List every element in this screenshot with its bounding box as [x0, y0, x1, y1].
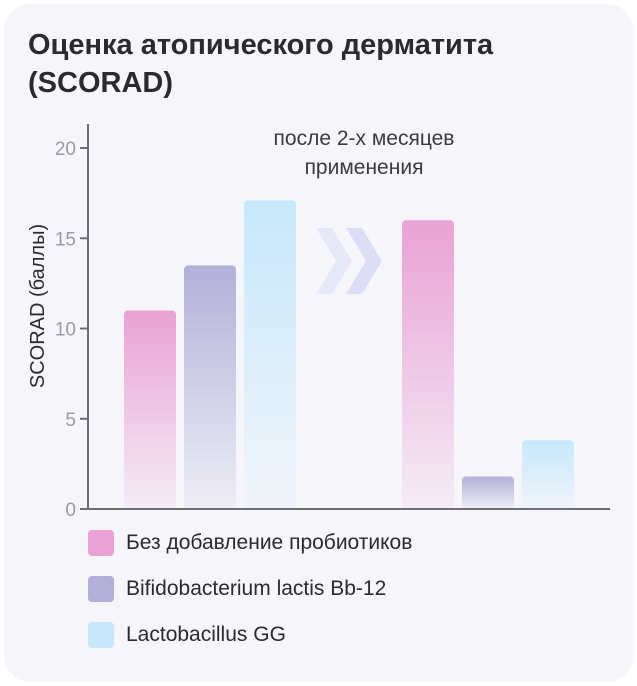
y-axis-label: SCORAD (баллы) [27, 224, 49, 388]
double-chevron-right-icon [316, 228, 382, 294]
legend-swatch [88, 530, 114, 556]
legend-swatch [88, 576, 114, 602]
bar-before-series-1 [124, 310, 176, 509]
chart-title: Оценка атопического дерматита (SCORAD) [28, 29, 494, 99]
y-tick-label: 20 [55, 139, 76, 160]
bar-before-series-2 [184, 265, 236, 509]
annotation-line-1: после 2-х месяцев [274, 127, 455, 150]
chevron-right-icon [346, 228, 382, 294]
bar-after-series-3 [522, 440, 574, 509]
y-tick-label: 0 [65, 500, 76, 521]
bar-after-series-2 [462, 476, 514, 509]
legend-swatch [88, 622, 114, 648]
legend-label: Без добавление пробиотиков [126, 531, 413, 554]
bar-before-series-3 [244, 200, 296, 509]
legend-item: Bifidobacterium lactis Bb-12 [88, 574, 412, 604]
legend-item: Без добавление пробиотиков [88, 528, 412, 558]
annotation-line-2: применения [305, 156, 424, 179]
chart-card [4, 4, 633, 682]
legend-item: Lactobacillus GG [88, 620, 412, 650]
chevron-right-icon [316, 228, 352, 294]
legend: Без добавление пробиотиков Bifidobacteriu… [88, 528, 412, 666]
legend-label: Bifidobacterium lactis Bb-12 [126, 577, 387, 600]
legend-label: Lactobacillus GG [126, 623, 286, 646]
y-tick-label: 10 [55, 320, 76, 341]
y-tick-label: 15 [55, 229, 76, 250]
bar-after-series-1 [402, 220, 454, 509]
y-tick-label: 5 [65, 410, 76, 431]
